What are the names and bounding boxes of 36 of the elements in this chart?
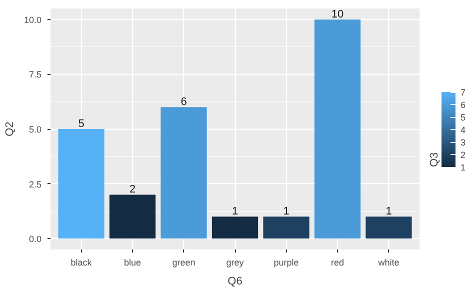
x-tick-label: grey: [226, 258, 244, 268]
data-label: 2: [129, 184, 136, 196]
color-bar-label: 4: [460, 125, 466, 135]
bar: [212, 216, 258, 239]
y-axis-title: Q2: [4, 122, 16, 136]
x-tick-label: red: [330, 258, 344, 268]
x-tick-label: purple: [274, 258, 299, 268]
x-tick-label: black: [70, 258, 92, 268]
y-tick-label: 7.5: [28, 70, 42, 80]
data-label: 10: [331, 8, 344, 20]
data-label: 5: [78, 118, 84, 130]
x-axis-title: Q6: [228, 276, 242, 288]
color-bar-label: 2: [460, 150, 466, 160]
data-label: 1: [386, 206, 392, 218]
x-tick-label: blue: [124, 258, 142, 268]
color-bar-label: 5: [460, 112, 466, 122]
data-label: 1: [232, 206, 238, 218]
x-tick-label: white: [377, 258, 400, 268]
bar: [160, 107, 207, 239]
bar: [366, 216, 412, 239]
data-label: 6: [180, 96, 187, 108]
bar: [314, 19, 361, 239]
data-label: 1: [283, 206, 290, 218]
color-bar-title: Q3: [428, 152, 440, 167]
y-tick-label: 2.5: [28, 179, 42, 190]
bar: [58, 129, 104, 239]
y-tick-label: 0.0: [28, 234, 42, 244]
bar: [263, 216, 310, 239]
color-bar-label: 7: [460, 88, 466, 98]
color-bar-label: 1: [460, 162, 466, 172]
y-tick-label: 5.0: [28, 124, 42, 134]
color-bar-label: 3: [460, 138, 466, 148]
y-tick-label: 10.0: [24, 14, 42, 25]
color-bar-label: 6: [460, 100, 466, 110]
x-tick-label: green: [172, 258, 196, 268]
bar: [109, 194, 156, 239]
